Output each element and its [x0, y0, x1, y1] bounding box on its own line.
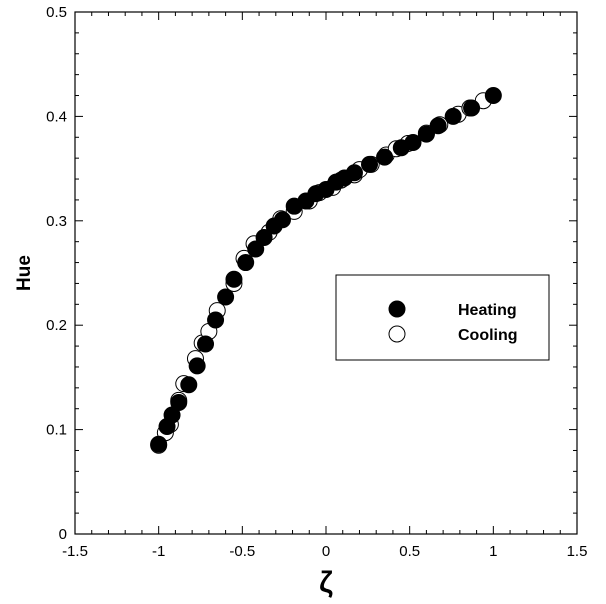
series-layer [150, 87, 502, 454]
series-heating [150, 87, 502, 453]
legend-marker-cooling [388, 325, 406, 343]
x-tick-label: 1.5 [567, 543, 588, 560]
data-point-heating [170, 393, 188, 411]
legend: Heating Cooling [335, 274, 550, 361]
y-tick-label: 0.4 [46, 108, 67, 125]
x-tick-label: -1.5 [62, 543, 88, 560]
x-tick-label: 0 [322, 543, 330, 560]
data-point-heating [188, 357, 206, 375]
legend-box [335, 274, 550, 361]
y-tick-label: 0.3 [46, 213, 67, 230]
data-point-heating [255, 229, 273, 247]
y-tick-label: 0.5 [46, 4, 67, 21]
data-point-heating [217, 288, 235, 306]
series-cooling [150, 92, 492, 454]
x-tick-label: 0.5 [399, 543, 420, 560]
x-tick-label: 1 [489, 543, 497, 560]
x-axis-title: ζ [319, 566, 333, 599]
data-point-heating [429, 117, 447, 135]
plot-area-frame [74, 11, 578, 535]
data-point-heating [180, 376, 198, 394]
data-point-heating [225, 270, 243, 288]
data-point-heating [376, 148, 394, 166]
y-tick-label: 0.2 [46, 317, 67, 334]
legend-label-heating: Heating [458, 302, 517, 319]
x-tick-label: -1 [152, 543, 165, 560]
data-point-heating [444, 107, 462, 125]
data-point-heating [345, 164, 363, 182]
tick-labels: -1.5 -1 -0.5 0 0.5 1 1.5 0 0.1 0.2 0.3 0.4 0.5 [46, 4, 587, 560]
data-point-heating [404, 134, 422, 151]
data-point-heating [150, 435, 168, 453]
data-point-heating [463, 99, 481, 117]
data-point-heating [417, 125, 435, 143]
data-point-heating [273, 211, 291, 229]
y-axis-title: Hue [14, 255, 35, 291]
ticks [74, 11, 578, 535]
data-point-heating [237, 254, 255, 272]
y-tick-label: 0.1 [46, 422, 67, 439]
data-point-heating [207, 311, 225, 329]
y-tick-label: 0 [59, 526, 67, 543]
data-point-heating [197, 335, 215, 353]
x-tick-label: -0.5 [229, 543, 255, 560]
data-point-heating [484, 87, 502, 105]
legend-label-cooling: Cooling [458, 327, 518, 344]
legend-marker-heating [388, 300, 406, 318]
data-point-heating [247, 240, 265, 258]
data-point-heating [361, 155, 379, 173]
